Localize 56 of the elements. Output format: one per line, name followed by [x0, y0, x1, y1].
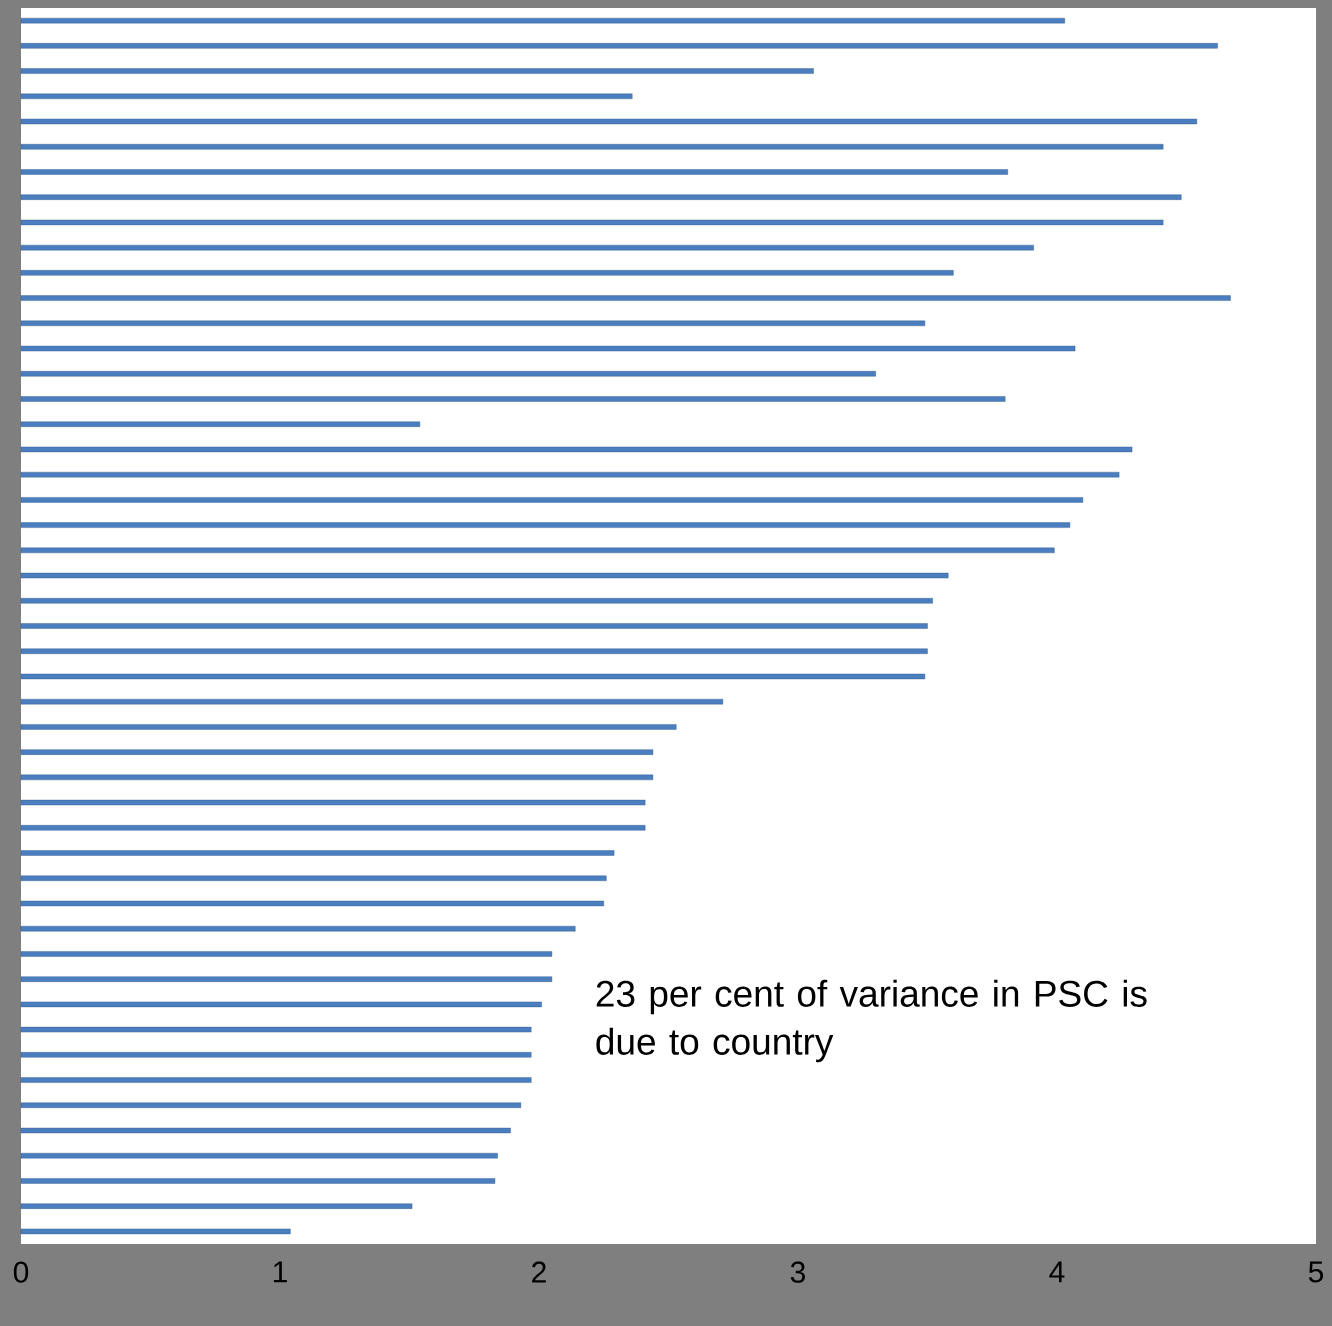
bar: [20, 749, 654, 755]
bar: [20, 244, 1034, 251]
bar: [20, 295, 1231, 301]
bar: [20, 1052, 532, 1058]
bar: [20, 345, 1076, 352]
bar: [20, 1127, 511, 1134]
bar: [20, 799, 646, 806]
bar: [20, 673, 926, 680]
bar: [20, 875, 607, 881]
bar: [20, 774, 654, 781]
bar: [20, 1153, 498, 1159]
bar: [20, 43, 1218, 49]
bar: [20, 1077, 532, 1083]
bar: [20, 623, 928, 629]
x-tick-label: 0: [13, 1261, 29, 1283]
bar: [20, 926, 576, 932]
bar: [20, 421, 421, 427]
bar: [20, 371, 876, 377]
bar: [20, 270, 954, 276]
bar: [20, 850, 615, 856]
bar: [20, 1102, 522, 1108]
bar: [20, 194, 1182, 200]
bar: [20, 951, 553, 957]
bar: [20, 446, 1133, 453]
bar: [20, 825, 646, 831]
x-tick-label: 2: [532, 1261, 546, 1283]
bar: [20, 598, 933, 604]
bar: [20, 169, 1008, 175]
bar: [20, 320, 926, 327]
bar: [20, 1203, 413, 1209]
bar: [20, 572, 949, 579]
bar: [20, 976, 553, 982]
bar: [20, 547, 1055, 554]
bar: [20, 68, 814, 74]
bar: [20, 1178, 496, 1184]
bar: [20, 17, 1065, 24]
bar: [20, 219, 1164, 226]
x-tick-label: 1: [273, 1261, 287, 1283]
bar: [20, 471, 1120, 478]
bar: [20, 93, 633, 99]
bar: [20, 144, 1164, 150]
bar: [20, 396, 1006, 402]
bar: [20, 1228, 291, 1235]
x-tick-label: 4: [1049, 1261, 1065, 1283]
bar: [20, 648, 928, 654]
bar: [20, 900, 604, 907]
bar: [20, 1026, 532, 1033]
bar: [20, 724, 677, 730]
bar: [20, 497, 1084, 503]
bar: [20, 698, 724, 705]
x-tick-label: 5: [1308, 1261, 1324, 1283]
annotation: 23 per cent of variance in PSC is due to country: [596, 979, 1147, 1063]
bar: [20, 1001, 542, 1008]
x-tick-label: 3: [790, 1261, 805, 1283]
bar: [20, 118, 1198, 125]
bar: [20, 522, 1071, 528]
